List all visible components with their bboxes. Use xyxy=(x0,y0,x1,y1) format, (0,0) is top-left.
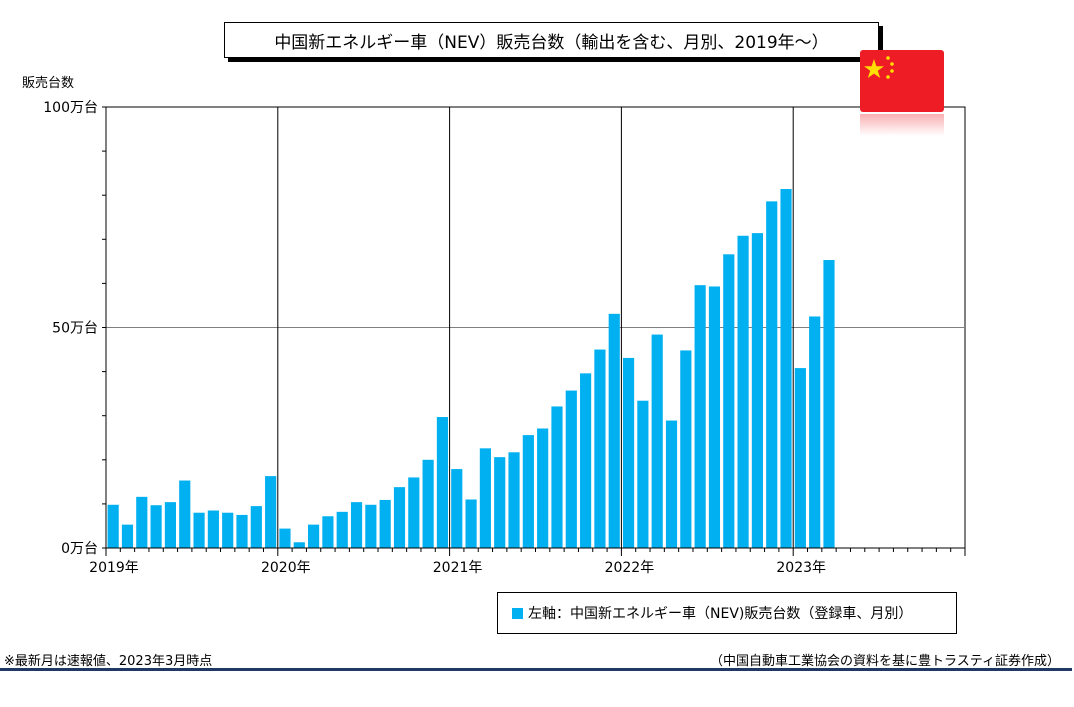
bar xyxy=(336,511,348,548)
bar xyxy=(565,390,577,548)
bar xyxy=(293,542,305,548)
bar xyxy=(751,233,763,548)
bar xyxy=(780,189,792,548)
y-tick-label: 100万台 xyxy=(43,100,98,116)
bar xyxy=(408,477,420,548)
bottom-rule xyxy=(0,668,1072,671)
bar xyxy=(236,514,248,548)
bar xyxy=(594,349,606,548)
bar xyxy=(279,528,291,548)
bar xyxy=(422,459,434,548)
bar xyxy=(737,235,749,548)
bar xyxy=(436,417,449,548)
bar xyxy=(494,457,506,548)
bar xyxy=(308,524,320,548)
bar xyxy=(121,524,134,548)
y-tick-label: 0万台 xyxy=(61,541,98,557)
chart-title: 中国新エネルギー車（NEV）販売台数（輸出を含む、月別、2019年～） xyxy=(224,22,879,58)
bar xyxy=(794,368,806,548)
bar xyxy=(322,516,334,548)
bar xyxy=(809,316,821,548)
y-axis-unit-label: 販売台数 xyxy=(22,76,75,91)
bar xyxy=(250,506,262,548)
bar xyxy=(179,480,191,548)
bar xyxy=(451,469,463,548)
bar xyxy=(379,499,391,548)
china-flag-icon xyxy=(860,50,944,136)
x-year-label: 2020年 xyxy=(261,560,311,576)
bar xyxy=(136,496,148,548)
bar xyxy=(350,502,363,548)
bar xyxy=(637,400,649,548)
bar xyxy=(651,334,663,548)
legend: 左軸：中国新エネルギー車（NEV)販売台数（登録車、月別） xyxy=(497,592,957,634)
legend-label: 左軸：中国新エネルギー車（NEV)販売台数（登録車、月別） xyxy=(528,606,913,622)
bar xyxy=(107,504,119,548)
bar xyxy=(508,452,520,548)
bar xyxy=(164,502,177,548)
bar xyxy=(265,476,277,548)
bar xyxy=(766,201,778,548)
bar xyxy=(393,487,406,548)
bar xyxy=(479,448,491,548)
legend-swatch xyxy=(512,607,523,619)
bar xyxy=(694,285,706,548)
x-year-label: 2019年 xyxy=(89,560,139,576)
x-year-label: 2022年 xyxy=(605,560,655,576)
bar xyxy=(665,420,678,548)
bar xyxy=(723,254,735,548)
bar xyxy=(193,512,205,548)
bar xyxy=(537,428,549,548)
bar xyxy=(823,260,835,548)
bar xyxy=(551,406,563,548)
bar xyxy=(580,373,592,548)
x-year-label: 2023年 xyxy=(776,560,826,576)
y-tick-label: 50万台 xyxy=(52,321,98,337)
bar xyxy=(207,510,219,548)
source-note: （中国自動車工業協会の資料を基に豊トラスティ証券作成） xyxy=(710,654,1060,669)
bar xyxy=(680,350,692,548)
bar xyxy=(608,313,620,548)
x-year-label: 2021年 xyxy=(433,560,483,576)
bar xyxy=(708,286,721,548)
bar xyxy=(150,505,162,548)
bar xyxy=(222,512,234,548)
footnote-left: ※最新月は速報値、2023年3月時点 xyxy=(4,654,213,669)
bar xyxy=(622,357,635,548)
bar xyxy=(365,504,377,548)
bar xyxy=(465,499,477,548)
bar xyxy=(522,435,534,548)
